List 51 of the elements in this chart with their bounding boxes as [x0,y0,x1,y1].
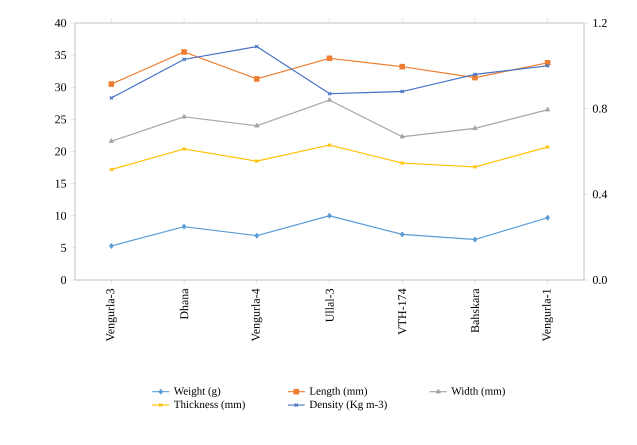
point [545,214,550,220]
legend-label: Length (mm) [310,386,368,397]
point [254,76,260,82]
point [182,224,186,230]
x-tick-label: Vengurla-3 [106,288,117,342]
y-tick-label: 5 [61,244,66,252]
point [327,97,332,102]
y2-tick-label: 0.0 [592,276,607,284]
point [254,44,259,49]
point [182,114,187,118]
point [108,138,114,143]
x-tick-label: VTH-174 [398,288,406,335]
legend-label: Thickness (mm) [174,400,245,410]
x-tick-label: Vengurla-4 [251,288,262,342]
y-tick-label: 20 [55,147,66,156]
y2-tick-label: 0.8 [592,104,607,113]
point [400,89,404,94]
y-tick-label: 0 [61,276,66,284]
y-tick-label: 40 [54,18,66,28]
y-tick-label: 15 [56,180,66,188]
point [254,123,260,128]
x-tick-label: Ullal-3 [325,288,334,322]
point [326,56,332,62]
y-tick-label: 30 [55,83,66,92]
y-tick-label: 25 [55,115,66,124]
point [400,232,404,238]
y-tick-label: 35 [55,51,66,60]
point [472,164,478,170]
legend-label: Width (mm) [451,386,505,397]
y2-tick-label: 1.2 [593,18,607,28]
point [181,49,187,55]
point [109,243,114,249]
y2-tick-label: 0.4 [592,190,608,198]
point [254,232,260,238]
point [472,72,478,77]
point [327,92,332,96]
point [399,64,406,70]
point [400,134,405,138]
point [545,106,550,112]
point [327,212,332,219]
point [400,160,404,166]
x-tick-label: Vengurla-1 [542,289,554,342]
x-tick-label: Bahskara [470,288,480,333]
y-tick-label: 10 [56,212,66,220]
point [472,126,478,130]
point [182,57,186,62]
point [472,236,478,242]
legend-label: Density (Kg m-3) [310,400,387,410]
x-tick-label: Dhana [180,288,188,320]
legend-label: Weight (g) [174,386,220,397]
point [108,81,114,87]
